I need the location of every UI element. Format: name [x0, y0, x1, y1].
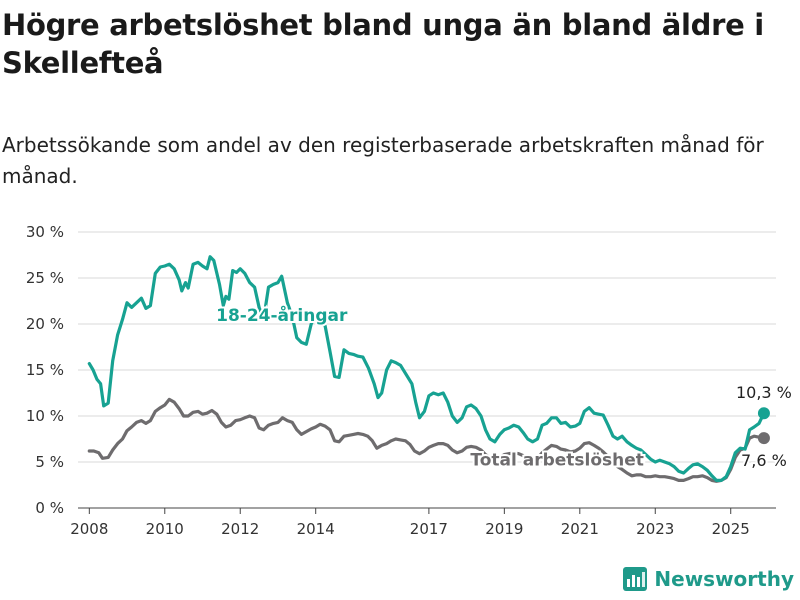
end-value-total: 7,6 %	[741, 451, 787, 470]
series-label-total: Total arbetslöshet	[470, 451, 644, 471]
y-tick-label: 5 %	[35, 453, 64, 471]
x-tick-label: 2021	[561, 520, 599, 538]
series-label-youth: 18-24-åringar	[216, 304, 348, 326]
end-value-youth: 10,3 %	[736, 383, 792, 402]
series-labels: 18-24-åringar Total arbetslöshet 10,3 % 7,6…	[216, 304, 792, 470]
chart-title: Högre arbetslöshet bland unga än bland ä…	[2, 6, 798, 82]
y-tick-label: 20 %	[26, 315, 64, 333]
series-end-point	[758, 407, 770, 419]
y-tick-label: 30 %	[26, 223, 64, 241]
chart-subtitle: Arbetssökande som andel av den registerb…	[2, 130, 798, 192]
x-tick-label: 2017	[410, 520, 448, 538]
newsworthy-chart-logo-icon	[622, 566, 648, 592]
x-tick-label: 2010	[146, 520, 184, 538]
series-line-total	[89, 399, 764, 481]
x-tick-label: 2025	[712, 520, 750, 538]
y-tick-label: 15 %	[26, 361, 64, 379]
x-axis-ticks: 2008 2010 2012 2014 2017 2019 2021 2023 2025	[70, 508, 750, 538]
newsworthy-logo[interactable]: Newsworthy	[622, 564, 794, 594]
y-axis-ticks: 0 % 5 % 10 % 15 % 20 % 25 % 30 %	[26, 223, 64, 517]
series-line-youth	[89, 257, 764, 481]
x-tick-label: 2012	[221, 520, 259, 538]
brand-name: Newsworthy	[654, 567, 794, 591]
y-tick-label: 25 %	[26, 269, 64, 287]
line-chart: 0 %5 %10 %15 %20 %25 %30 % 2008201020122…	[0, 210, 800, 550]
x-tick-label: 2008	[70, 520, 108, 538]
x-tick-label: 2019	[485, 520, 523, 538]
x-tick-label: 2023	[636, 520, 674, 538]
x-tick-label: 2014	[297, 520, 335, 538]
y-tick-label: 10 %	[26, 407, 64, 425]
series-end-point	[758, 432, 770, 444]
series-lines	[89, 257, 770, 482]
y-tick-label: 0 %	[35, 499, 64, 517]
